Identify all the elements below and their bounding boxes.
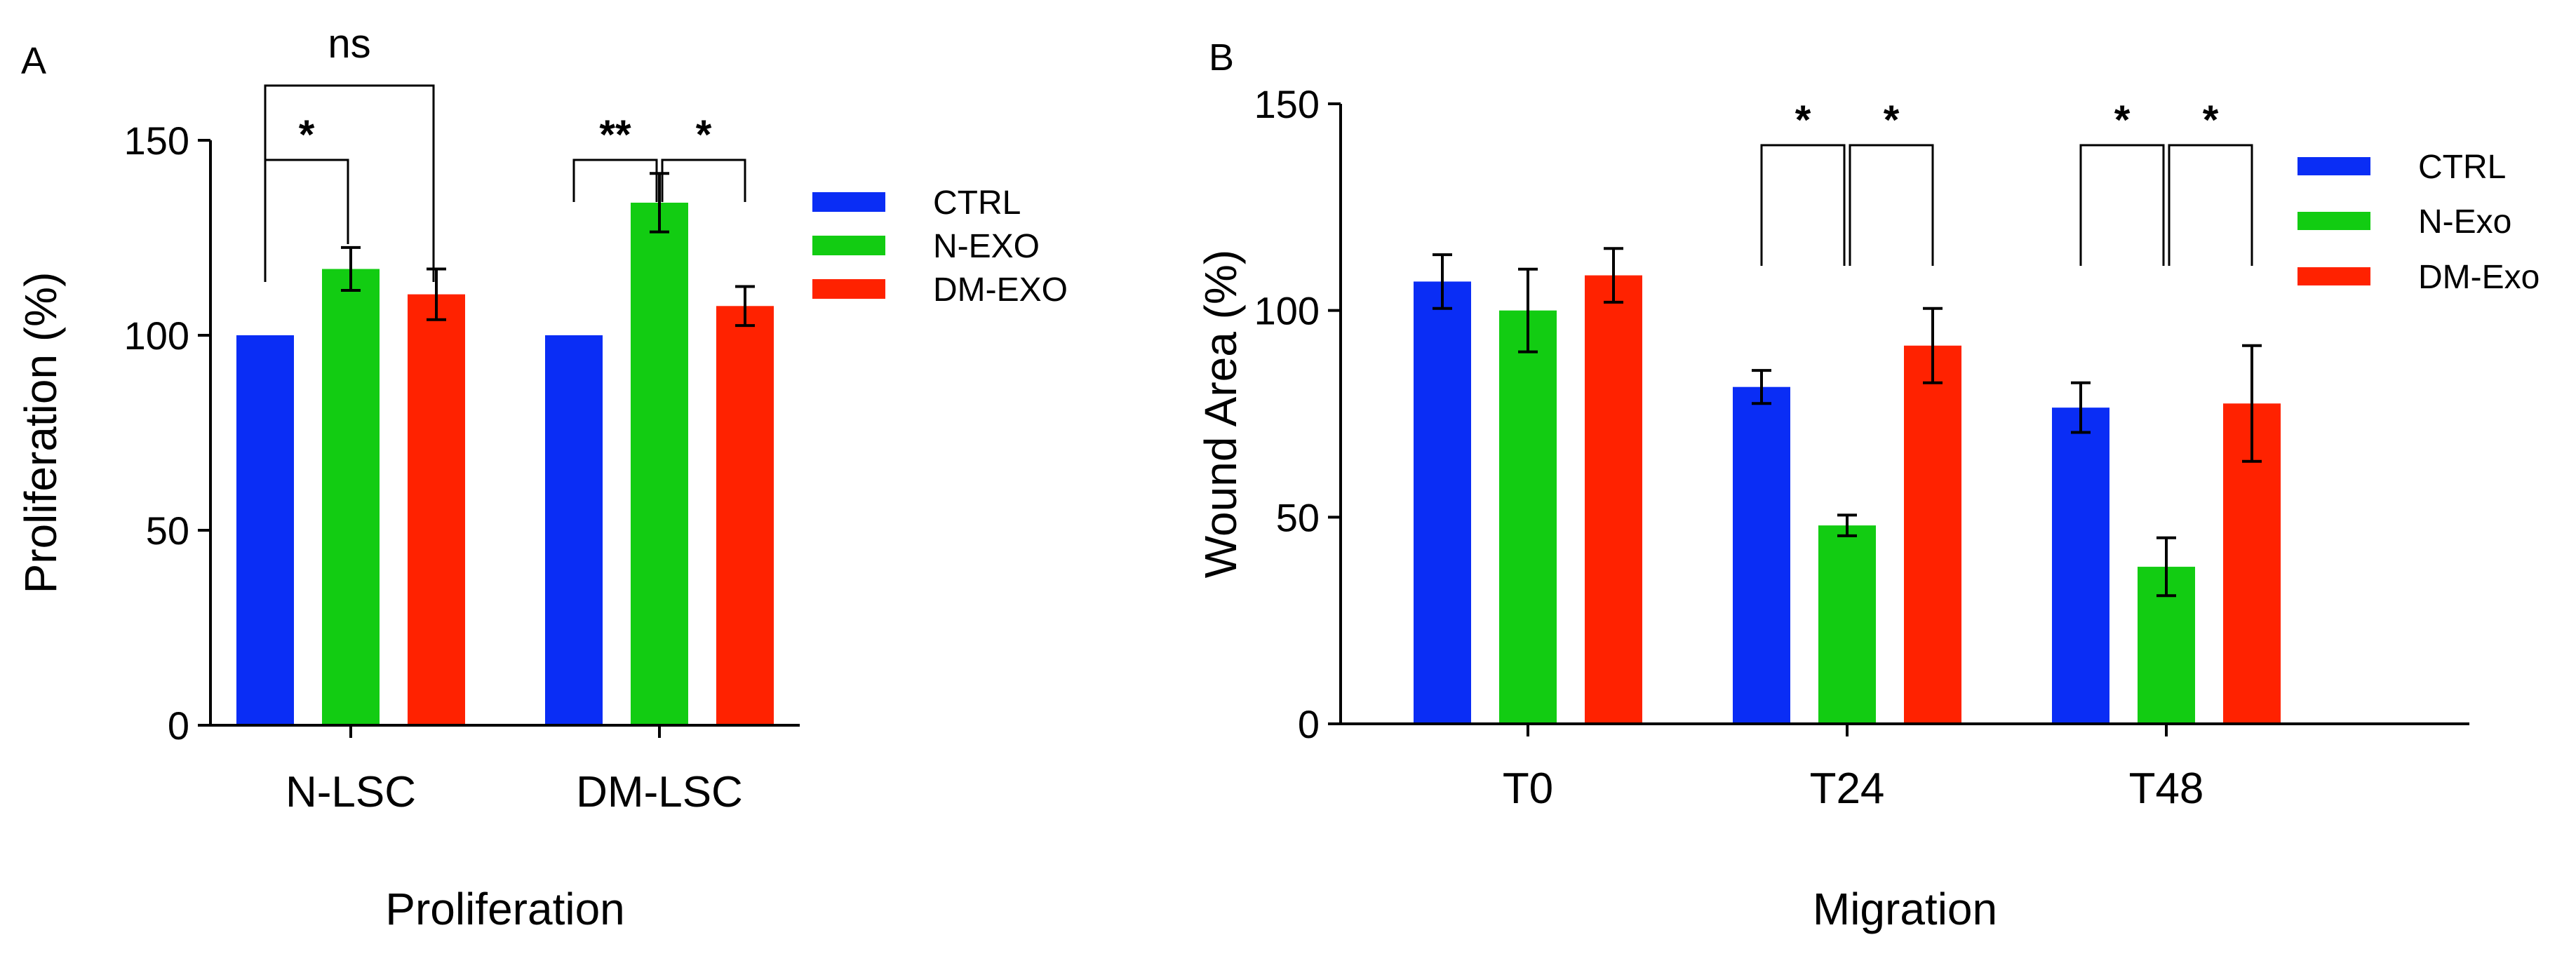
x-tick-label: DM-LSC — [576, 768, 743, 816]
y-tick-label: 150 — [1254, 82, 1320, 126]
legend-swatch-dm-exo — [812, 279, 885, 299]
panel-A: A 0 50 100 150 N-LSC DM-LSC Proliferation (%) Pr… — [15, 21, 1068, 934]
y-axis-title: Wound Area (%) — [1195, 250, 1246, 578]
significance-label: ns — [328, 21, 370, 67]
significance-bracket — [661, 159, 746, 202]
y-tick-label: 0 — [168, 703, 189, 748]
x-axis-title: Proliferation — [385, 884, 625, 934]
legend-swatch-dm-exo — [2297, 267, 2370, 285]
panel-B: B 0 50 100 150 T0 T24 T48 Wound Area (%) Migratio… — [1195, 36, 2540, 934]
bar-ctrl-t48 — [2052, 408, 2109, 724]
error-bar — [1923, 307, 1943, 384]
error-bar — [2242, 344, 2262, 463]
bar-dm-exo-n-lsc — [408, 294, 465, 725]
bar-ctrl-t0 — [1414, 281, 1471, 724]
y-tick-label: 50 — [1276, 495, 1320, 539]
error-bar — [2156, 536, 2176, 598]
bar-dm-exo-dm-lsc — [716, 306, 774, 725]
error-bar — [735, 285, 755, 328]
significance-label: * — [1884, 97, 1900, 143]
y-axis-title: Proliferation (%) — [15, 272, 66, 594]
y-tick-label: 50 — [146, 509, 189, 553]
bar-ctrl-n-lsc — [236, 335, 294, 725]
bar-ctrl-t24 — [1733, 386, 1790, 724]
panel-label: B — [1209, 36, 1234, 79]
legend-label: N-EXO — [933, 228, 1040, 265]
error-bar — [427, 267, 446, 321]
error-bar — [650, 172, 669, 234]
bar-dm-exo-t0 — [1585, 275, 1642, 724]
error-bar — [341, 245, 361, 292]
error-bar — [1752, 369, 1771, 405]
y-tick-label: 150 — [124, 119, 189, 163]
significance-label: ** — [599, 112, 631, 158]
significance-label: * — [1795, 97, 1811, 143]
panel-label: A — [21, 40, 46, 82]
error-bar — [1433, 253, 1452, 310]
y-tick-label: 100 — [1254, 289, 1320, 333]
significance-bracket — [264, 159, 349, 244]
legend-swatch-n-exo — [812, 236, 885, 255]
bar-n-exo-dm-lsc — [631, 202, 688, 726]
legend-label: DM-EXO — [933, 271, 1068, 309]
significance-label: * — [2203, 97, 2219, 143]
y-tick-label: 0 — [1298, 702, 1320, 746]
bar-n-exo-n-lsc — [322, 269, 380, 726]
error-bar — [1837, 513, 1857, 537]
error-bar — [2071, 381, 2091, 434]
significance-bracket — [1849, 144, 1934, 266]
x-axis-title: Migration — [1813, 884, 1997, 934]
legend-label: DM-Exo — [2418, 259, 2540, 296]
x-tick-label: N-LSC — [286, 768, 416, 816]
legend-swatch-ctrl — [2297, 157, 2370, 175]
legend-label: CTRL — [2418, 149, 2506, 186]
x-tick-label: T48 — [2129, 765, 2204, 813]
y-tick-label: 100 — [124, 314, 189, 358]
bar-dm-exo-t24 — [1904, 345, 1961, 724]
bar-ctrl-dm-lsc — [545, 335, 603, 725]
error-bar — [1518, 267, 1538, 354]
significance-label: * — [2114, 97, 2131, 143]
bar-n-exo-t24 — [1818, 525, 1876, 724]
significance-label: * — [696, 112, 712, 158]
legend-swatch-n-exo — [2297, 212, 2370, 230]
significance-bracket — [1760, 144, 1846, 266]
error-bar — [1604, 247, 1623, 304]
significance-bracket — [2168, 144, 2253, 266]
significance-bracket — [572, 159, 658, 202]
significance-label: * — [299, 112, 315, 158]
significance-bracket — [2079, 144, 2165, 266]
legend-swatch-ctrl — [812, 192, 885, 212]
x-tick-label: T0 — [1503, 765, 1553, 813]
x-tick-label: T24 — [1810, 765, 1885, 813]
bar-n-exo-t0 — [1499, 310, 1557, 725]
legend-label: CTRL — [933, 184, 1021, 222]
legend-label: N-Exo — [2418, 203, 2511, 241]
